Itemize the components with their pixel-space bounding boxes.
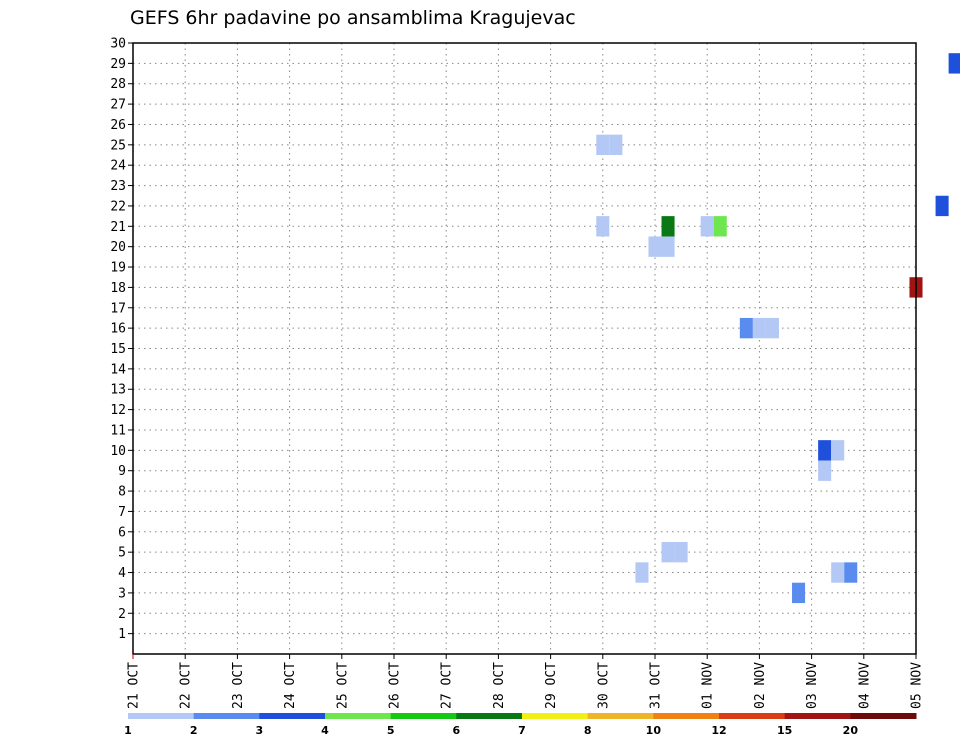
heatmap-cell (648, 236, 662, 257)
y-tick-label: 9 (118, 464, 126, 479)
legend-label: 5 (387, 724, 395, 737)
heatmap-cell (661, 236, 675, 257)
y-tick-label: 13 (110, 383, 126, 398)
chart-title: GEFS 6hr padavine po ansamblima Kragujev… (130, 7, 576, 29)
heatmap-cell (739, 317, 753, 339)
heatmap-cell (752, 317, 766, 339)
x-tick-label: 03 NOV (805, 662, 820, 709)
x-tick-label: 30 OCT (596, 662, 611, 709)
legend-swatch (522, 713, 589, 719)
legend-swatch (653, 713, 720, 719)
legend-label: 20 (843, 724, 859, 737)
legend-swatch (325, 713, 392, 719)
legend-label: 15 (777, 724, 792, 737)
x-tick-label: 22 OCT (179, 662, 194, 709)
heatmap-cell (948, 53, 960, 74)
y-tick-label: 2 (118, 607, 126, 622)
heatmap-cell (674, 541, 688, 563)
color-legend: 1 2 3 4 5 6 7 8 10 12 15 20 (124, 713, 917, 737)
y-tick-label: 28 (110, 77, 126, 92)
legend-swatch (587, 713, 654, 719)
y-tick-label: 21 (110, 220, 126, 235)
legend-label: 7 (518, 724, 526, 737)
legend-label: 8 (584, 724, 592, 737)
y-tick-label: 7 (118, 505, 126, 520)
y-tick-label: 11 (110, 423, 126, 438)
y-tick-label: 17 (110, 301, 126, 316)
legend-label: 6 (453, 724, 461, 737)
heatmap-cell (844, 562, 858, 583)
legend-label: 4 (321, 724, 329, 737)
heatmap-cell (635, 562, 649, 583)
x-tick-label: 28 OCT (492, 662, 507, 709)
legend-label: 2 (190, 724, 198, 737)
x-tick-label: 31 OCT (649, 662, 664, 709)
x-tick-label: 21 OCT (127, 662, 142, 709)
x-tick-label: 29 OCT (544, 662, 559, 709)
x-tick-label: 26 OCT (388, 662, 403, 709)
heatmap-cell (596, 134, 610, 156)
heatmap-cell (831, 562, 845, 583)
legend-label: 3 (256, 724, 264, 737)
grid-lines (133, 42, 916, 654)
legend-swatch (259, 713, 326, 719)
x-tick-label: 02 NOV (753, 662, 768, 709)
y-tick-label: 3 (118, 586, 126, 601)
legend-swatch (719, 713, 786, 719)
y-tick-label: 15 (110, 342, 126, 357)
y-tick-label: 14 (110, 362, 126, 377)
x-tick-label: 01 NOV (701, 662, 716, 709)
y-axis: 1234567891011121314151617181920212223242… (110, 37, 133, 642)
x-tick-label: 24 OCT (283, 662, 298, 709)
legend-swatch (128, 713, 195, 719)
y-tick-label: 19 (110, 261, 126, 276)
heatmap-cell (609, 134, 623, 156)
heatmap-cell (818, 460, 832, 481)
heatmap-cell (818, 440, 832, 461)
y-tick-label: 22 (110, 199, 126, 214)
y-tick-label: 10 (110, 444, 126, 459)
y-tick-label: 24 (110, 159, 126, 174)
y-tick-label: 23 (110, 179, 126, 194)
y-tick-label: 29 (110, 57, 126, 72)
x-tick-label: 05 NOV (910, 662, 925, 709)
x-tick-label: 04 NOV (857, 662, 872, 709)
heatmap-cell (596, 216, 610, 237)
y-tick-label: 4 (118, 566, 126, 581)
legend-label: 10 (646, 724, 662, 737)
legend-label: 1 (124, 724, 132, 737)
heatmap-cell (765, 317, 779, 339)
y-tick-label: 20 (110, 240, 126, 255)
y-tick-label: 26 (110, 118, 126, 133)
y-tick-label: 25 (110, 138, 126, 153)
legend-swatch (456, 713, 523, 719)
heatmap-cells (596, 53, 960, 604)
y-tick-label: 5 (118, 546, 126, 561)
y-tick-label: 30 (110, 37, 126, 52)
x-tick-label: 23 OCT (231, 662, 246, 709)
y-tick-label: 8 (118, 485, 126, 500)
y-tick-label: 16 (110, 322, 126, 337)
heatmap-cell (831, 440, 845, 461)
y-tick-label: 12 (110, 403, 126, 418)
heatmap-cell (713, 216, 727, 237)
y-tick-label: 1 (118, 627, 126, 642)
heatmap-cell (661, 541, 675, 563)
x-axis: 21 OCT 22 OCT 23 OCT 24 OCT 25 OCT 26 OCT 27 O… (127, 654, 925, 709)
x-tick-label: 27 OCT (440, 662, 455, 709)
legend-label: 12 (711, 724, 726, 737)
heatmap-cell (700, 216, 714, 237)
y-tick-label: 6 (118, 525, 126, 540)
legend-swatch (193, 713, 260, 719)
heatmap-cell (935, 195, 949, 217)
y-tick-label: 27 (110, 98, 126, 113)
legend-swatch (784, 713, 851, 719)
legend-swatch (850, 713, 917, 719)
y-tick-label: 18 (110, 281, 126, 296)
x-tick-label: 25 OCT (335, 662, 350, 709)
heatmap-cell (792, 582, 806, 604)
legend-swatch (390, 713, 457, 719)
heatmap-cell (661, 216, 675, 237)
